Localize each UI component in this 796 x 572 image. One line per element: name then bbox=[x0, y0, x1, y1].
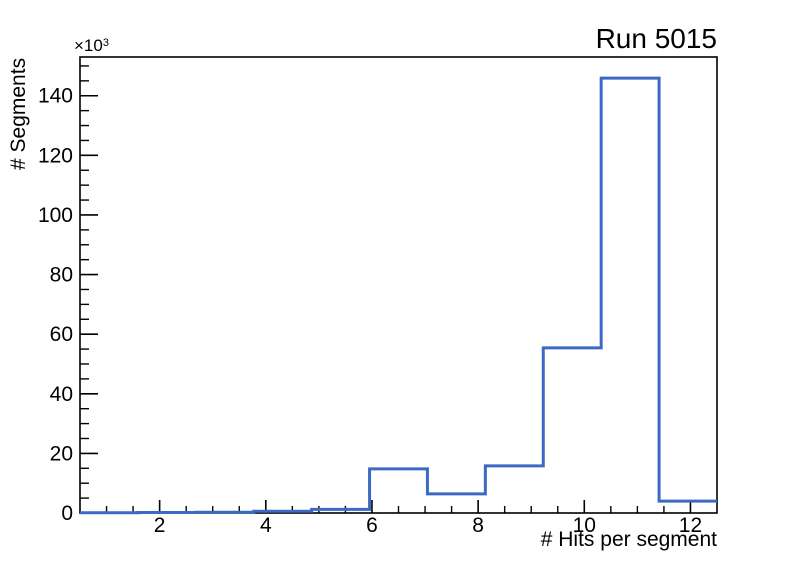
x-tick-label: 6 bbox=[366, 514, 378, 537]
y-tick-label: 80 bbox=[50, 264, 73, 287]
y-tick-label: 0 bbox=[61, 502, 73, 525]
y-tick-label: 20 bbox=[50, 442, 73, 465]
x-tick-label: 12 bbox=[679, 514, 702, 537]
y-tick-label: 60 bbox=[50, 323, 73, 346]
x-tick-label: 8 bbox=[472, 514, 484, 537]
y-tick-label: 120 bbox=[38, 144, 73, 167]
x-tick-label: 10 bbox=[573, 514, 596, 537]
x-tick-label: 4 bbox=[260, 514, 272, 537]
y-axis-multiplier-base: ×10 bbox=[74, 36, 103, 55]
y-tick-label: 140 bbox=[38, 85, 73, 108]
y-axis-title: # Segments bbox=[7, 57, 30, 170]
x-axis-title: # Hits per segment bbox=[540, 528, 717, 551]
y-axis-multiplier: ×103 bbox=[74, 37, 109, 54]
plot-frame bbox=[79, 56, 718, 514]
y-tick-label: 40 bbox=[50, 383, 73, 406]
y-tick-label: 100 bbox=[38, 204, 73, 227]
x-tick-label: 2 bbox=[154, 514, 166, 537]
plot-title: Run 5015 bbox=[595, 23, 717, 54]
histogram-line bbox=[80, 76, 717, 515]
y-axis-multiplier-exponent: 3 bbox=[102, 37, 109, 49]
